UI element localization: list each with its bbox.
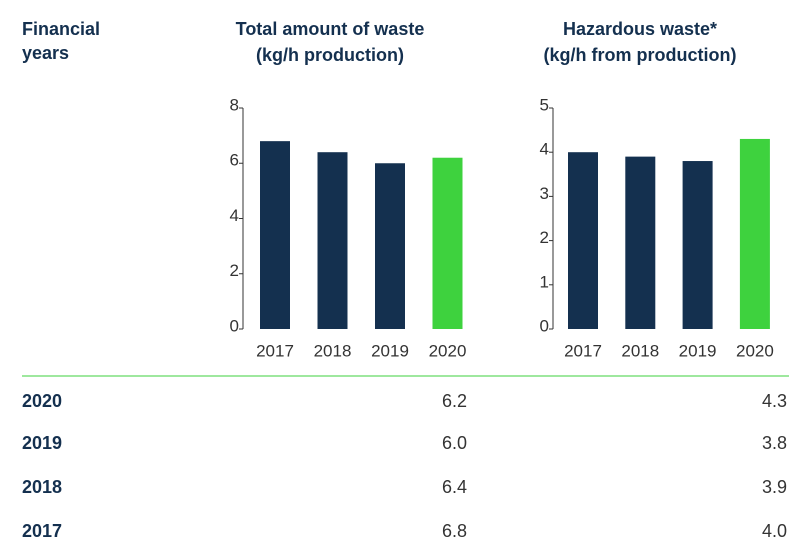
- chart-unit: (kg/h from production): [544, 45, 737, 65]
- y-tick-label: 2: [540, 228, 549, 247]
- row-year: 2020: [22, 391, 62, 411]
- x-tick-label: 2019: [679, 341, 717, 360]
- bar: [739, 138, 770, 329]
- bar: [625, 156, 656, 329]
- y-tick-label: 3: [540, 184, 549, 203]
- bar: [682, 161, 713, 329]
- y-tick-label: 4: [540, 140, 549, 159]
- x-tick-label: 2019: [371, 341, 409, 360]
- bar: [568, 152, 598, 329]
- financial-years-header: Financial years: [22, 19, 100, 63]
- x-tick-label: 2017: [256, 341, 294, 360]
- bar: [260, 141, 290, 329]
- chart-title: Hazardous waste*: [563, 19, 717, 39]
- chart-title: Total amount of waste: [236, 19, 425, 39]
- y-tick-label: 8: [230, 95, 239, 114]
- x-tick-label: 2020: [429, 341, 467, 360]
- x-tick-label: 2018: [314, 341, 352, 360]
- row-year: 2017: [22, 521, 62, 541]
- y-tick-label: 5: [540, 95, 549, 114]
- bar: [317, 152, 348, 329]
- x-tick-label: 2018: [621, 341, 659, 360]
- x-tick-label: 2020: [736, 341, 774, 360]
- table-value: 6.8: [442, 521, 467, 541]
- bar: [375, 163, 405, 329]
- table-value: 4.0: [762, 521, 787, 541]
- y-tick-label: 0: [540, 316, 549, 335]
- table-value: 4.3: [762, 391, 787, 411]
- y-tick-label: 0: [230, 316, 239, 335]
- bar: [432, 157, 463, 329]
- x-tick-label: 2017: [564, 341, 602, 360]
- row-year: 2019: [22, 433, 62, 453]
- table-value: 6.4: [442, 477, 467, 497]
- row-year: 2018: [22, 477, 62, 497]
- y-tick-label: 6: [230, 151, 239, 170]
- table-value: 6.0: [442, 433, 467, 453]
- y-tick-label: 1: [540, 272, 549, 291]
- y-tick-label: 4: [230, 206, 239, 225]
- table-value: 3.9: [762, 477, 787, 497]
- table-value: 3.8: [762, 433, 787, 453]
- y-tick-label: 2: [230, 261, 239, 280]
- table-value: 6.2: [442, 391, 467, 411]
- chart-unit: (kg/h production): [256, 45, 404, 65]
